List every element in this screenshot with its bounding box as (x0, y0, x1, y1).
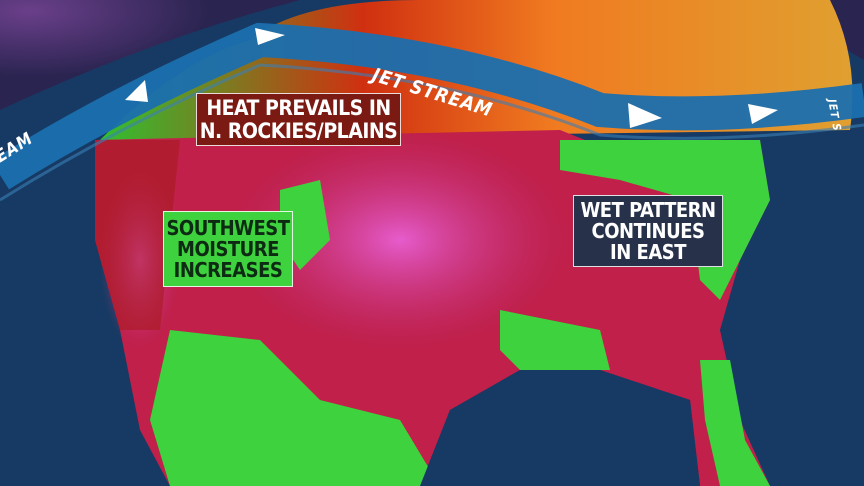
east-label-line: WET PATTERN (580, 197, 716, 222)
heat-label-line: N. ROCKIES/PLAINS (199, 118, 398, 143)
jet-arrow-icon (748, 104, 778, 124)
jet-arrow-icon (125, 80, 148, 102)
west-coast-heat (95, 140, 180, 330)
wet-pattern-label: WET PATTERN CONTINUES IN EAST (573, 195, 723, 267)
southwest-label-line: SOUTHWEST (166, 215, 290, 240)
heat-label-line: HEAT PREVAILS IN (206, 96, 391, 121)
jet-arrow-icon (255, 28, 285, 45)
wet-florida (700, 360, 770, 486)
wet-gulf (500, 310, 610, 370)
jet-arrow-icon (628, 103, 662, 128)
space-background (0, 0, 300, 110)
southwest-label-line: MOISTURE (177, 236, 279, 261)
east-label-line: IN EAST (610, 239, 686, 264)
southwest-label-line: INCREASES (173, 257, 283, 282)
jet-stream-edge (0, 63, 864, 202)
wet-southwest (150, 330, 430, 486)
southwest-moisture-label: SOUTHWEST MOISTURE INCREASES (163, 211, 293, 287)
heat-label: HEAT PREVAILS IN N. ROCKIES/PLAINS (196, 93, 401, 146)
gulf-of-mexico (420, 370, 700, 486)
jet-stream-band (0, 22, 864, 190)
east-label-line: CONTINUES (591, 218, 705, 243)
